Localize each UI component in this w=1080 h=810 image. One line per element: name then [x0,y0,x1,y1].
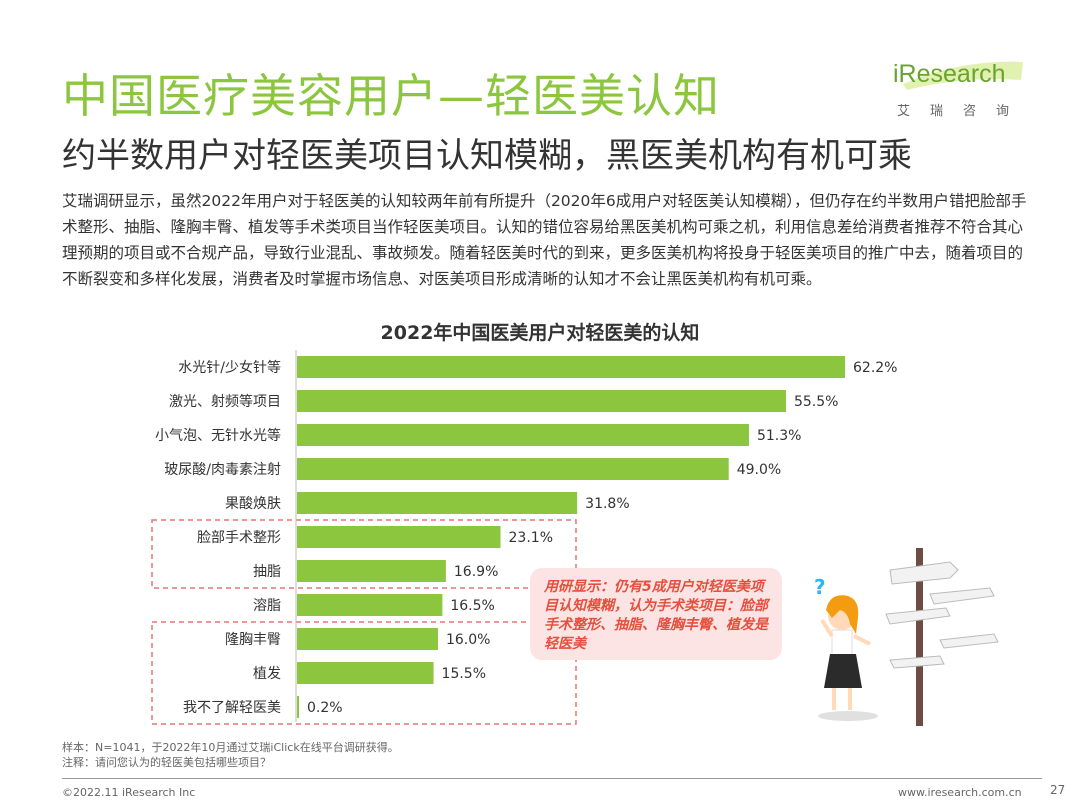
value-label: 0.2% [307,700,343,716]
value-label: 23.1% [509,530,553,546]
bar [297,594,443,616]
category-label: 抽脂 [253,564,281,580]
highlight-box [151,519,577,589]
category-label: 水光针/少女针等 [178,359,281,376]
bar [297,628,438,650]
question-note: 注释：请问您认为的轻医美包括哪些项目？ [62,756,271,769]
category-label: 小气泡、无针水光等 [155,427,281,444]
bar [297,458,729,480]
bar [297,492,578,514]
bar [297,424,749,446]
question-mark-icon: ? [814,575,826,599]
person-illustration: ? [814,548,999,726]
chart-title: 2022年中国医美用户对轻医美的认知 [380,322,700,344]
logo-swoosh-icon [903,61,1023,90]
page-title: 中国医疗美容用户—轻医美认知 [62,69,720,123]
highlight-box [151,621,577,725]
callout-text: 用研显示：仍有5成用户对轻医美项目认知模糊，认为手术类项目：脸部手术整形、抽脂、… [544,579,768,652]
value-label: 31.8% [585,496,629,512]
bar [297,390,786,412]
value-label: 16.0% [446,632,490,648]
svg-text:?: ? [814,575,826,599]
logo-subtext: 艾瑞咨询 [897,104,1030,119]
category-label: 果酸焕肤 [225,495,281,512]
signpost-icon [885,548,999,726]
callout-box: 用研显示：仍有5成用户对轻医美项目认知模糊，认为手术类项目：脸部手术整形、抽脂、… [530,568,782,660]
sample-note: 样本：N=1041，于2022年10月通过艾瑞iClick在线平台调研获得。 [62,741,399,754]
category-label: 玻尿酸/肉毒素注射 [164,462,281,478]
bar [297,662,434,684]
value-label: 51.3% [757,428,801,444]
body-paragraph: 艾瑞调研显示，虽然2022年用户对于轻医美的认知较两年前有所提升（2020年6成… [62,192,1027,288]
value-label: 62.2% [853,360,897,376]
bar [297,356,845,378]
category-label: 植发 [253,666,281,682]
value-label: 55.5% [794,394,838,410]
iresearch-logo: iResearch 艾瑞咨询 [893,60,1033,122]
page-subtitle: 约半数用户对轻医美项目认知模糊，黑医美机构有机可乘 [62,136,912,176]
bar [297,560,446,582]
girl-figure-icon [818,595,878,721]
category-label: 脸部手术整形 [197,530,281,546]
category-label: 隆胸丰臀 [225,632,281,648]
value-label: 15.5% [442,666,486,682]
footer-divider [62,778,1042,779]
category-label: 溶脂 [253,598,281,614]
value-label: 49.0% [737,462,781,478]
bar [297,696,299,718]
footer-website: www.iresearch.com.cn [898,786,1022,799]
category-label: 激光、射频等项目 [169,393,281,410]
logo-text: iResearch [893,60,1006,88]
page-number: 27 [1050,783,1066,797]
bar [297,526,501,548]
footnote: 样本：N=1041，于2022年10月通过艾瑞iClick在线平台调研获得。 注… [62,740,399,770]
value-label: 16.9% [454,564,498,580]
value-label: 16.5% [450,598,494,614]
footer-copyright: ©2022.11 iResearch Inc [62,786,196,799]
category-label: 我不了解轻医美 [183,700,281,716]
